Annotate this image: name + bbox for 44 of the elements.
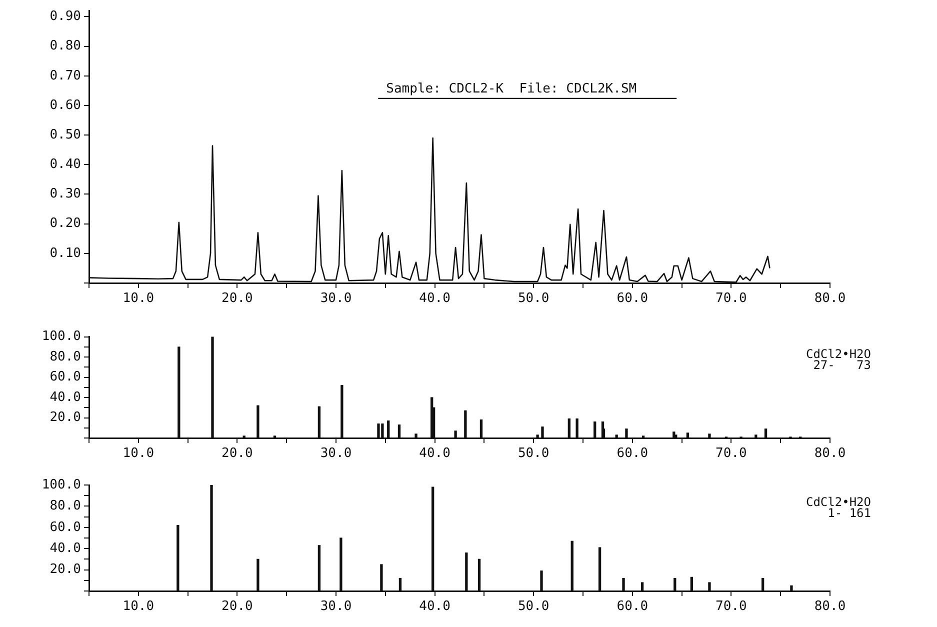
y-tick-label: 100.0 <box>42 329 81 344</box>
y-tick-label: 0.20 <box>50 216 81 232</box>
x-tick-label: 40.0 <box>419 291 450 306</box>
y-tick-label: 0.30 <box>50 186 81 202</box>
y-tick-label: 60.0 <box>50 520 81 535</box>
y-tick-label: 0.10 <box>50 246 81 261</box>
y-tick-label: 40.0 <box>50 540 81 556</box>
x-tick-label: 10.0 <box>122 291 154 306</box>
y-tick-label: 80.0 <box>50 349 81 364</box>
x-tick-label: 40.0 <box>419 599 450 614</box>
x-tick-label: 30.0 <box>320 599 352 614</box>
y-tick-label: 0.40 <box>50 157 81 172</box>
x-tick-label: 60.0 <box>616 446 648 462</box>
x-tick-label: 40.0 <box>419 446 450 462</box>
x-tick-label: 60.0 <box>616 599 648 614</box>
y-tick-label: 0.70 <box>50 68 81 84</box>
y-tick-label: 80.0 <box>50 498 81 514</box>
y-tick-label: 100.0 <box>42 477 81 492</box>
x-tick-label: 10.0 <box>122 446 154 462</box>
x-tick-label: 80.0 <box>814 291 846 306</box>
x-tick-label: 60.0 <box>616 291 648 306</box>
x-tick-label: 80.0 <box>814 446 846 462</box>
x-tick-label: 70.0 <box>716 599 747 614</box>
x-tick-label: 80.0 <box>814 599 846 614</box>
x-tick-label: 20.0 <box>222 599 253 614</box>
text: Sample: CDCL2-K File: CDCL2K.SM <box>386 81 637 96</box>
x-tick-label: 20.0 <box>222 446 253 462</box>
x-tick-label: 50.0 <box>518 599 550 614</box>
x-tick-label: 50.0 <box>518 291 550 306</box>
x-tick-label: 50.0 <box>518 446 550 462</box>
x-tick-label: 70.0 <box>716 291 747 306</box>
x-tick-label: 20.0 <box>222 291 253 306</box>
y-tick-label: 0.80 <box>50 38 81 54</box>
x-tick-label: 10.0 <box>122 599 154 614</box>
y-tick-label: 40.0 <box>50 390 81 405</box>
y-tick-label: 20.0 <box>50 562 81 578</box>
x-tick-label: 70.0 <box>716 446 747 462</box>
x-tick-label: 30.0 <box>320 291 352 306</box>
y-tick-label: 20.0 <box>50 410 81 426</box>
y-tick-label: 0.50 <box>50 127 81 142</box>
x-tick-label: 30.0 <box>320 446 352 462</box>
y-tick-label: 60.0 <box>50 370 81 385</box>
y-tick-label: 0.90 <box>50 9 81 24</box>
y-tick-label: 0.60 <box>50 98 81 113</box>
